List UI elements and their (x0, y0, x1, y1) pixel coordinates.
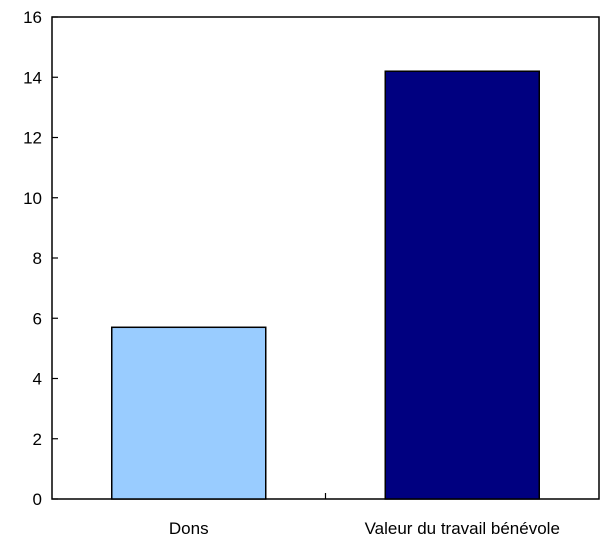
y-tick-label: 0 (33, 490, 42, 509)
y-tick-label: 6 (33, 309, 42, 328)
y-tick-label: 8 (33, 249, 42, 268)
bars (111, 70, 540, 500)
y-tick-label: 10 (23, 189, 42, 208)
y-tick-label: 2 (33, 430, 42, 449)
y-axis: 0 2 4 6 8 10 12 14 16 (23, 8, 58, 509)
bar-dons (111, 326, 267, 500)
bar-valeur-travail-benevole (384, 70, 540, 500)
y-tick-label: 12 (23, 129, 42, 148)
x-category-label: Dons (169, 519, 209, 538)
x-axis: Dons Valeur du travail bénévole (169, 493, 560, 538)
y-tick-label: 14 (23, 68, 42, 87)
y-tick-label: 16 (23, 8, 42, 27)
x-category-label: Valeur du travail bénévole (365, 519, 560, 538)
y-tick-label: 4 (33, 370, 42, 389)
